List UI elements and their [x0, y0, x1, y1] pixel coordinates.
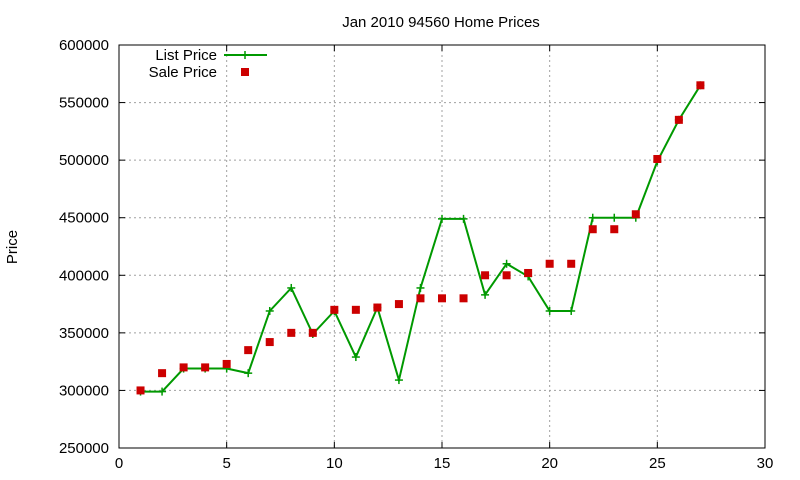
sale-price-point	[459, 294, 468, 303]
list-price-point	[459, 214, 468, 223]
list-price-point	[158, 387, 167, 396]
x-tick-label: 15	[434, 455, 451, 472]
y-tick-label: 350000	[59, 325, 109, 342]
sale-price-point	[265, 338, 274, 347]
list-price-point	[351, 353, 360, 362]
x-tick-label: 10	[326, 455, 343, 472]
list-price-point	[610, 213, 619, 222]
sale-price-point	[373, 303, 382, 312]
sale-price-point	[222, 359, 231, 368]
chart-title: Jan 2010 94560 Home Prices	[342, 14, 540, 31]
plot-frame	[118, 44, 766, 449]
list-price-point	[481, 290, 490, 299]
sale-price-point	[201, 363, 210, 372]
y-tick-label: 250000	[59, 440, 109, 457]
x-tick-label: 25	[649, 455, 666, 472]
list-price-point	[265, 306, 274, 315]
sale-price-point	[502, 271, 511, 280]
list-price-point	[287, 283, 296, 292]
sale-price-point	[330, 305, 339, 314]
x-tick-label: 20	[541, 455, 558, 472]
sale-price-point	[481, 271, 490, 280]
sale-price-point	[631, 210, 640, 219]
sale-price-point	[567, 259, 576, 268]
sale-price-point	[179, 363, 188, 372]
y-tick-label: 450000	[59, 210, 109, 227]
axis-ticks: 0 5 10 15 20 25 30 250000 300000 350000 400000 4500…	[59, 37, 773, 472]
list-price-point	[502, 259, 511, 268]
legend-label-sale-price: Sale Price	[149, 64, 217, 81]
legend-swatch-sale-price	[241, 68, 249, 76]
y-tick-label: 550000	[59, 95, 109, 112]
sale-price-point	[588, 225, 597, 234]
sale-price-point	[416, 294, 425, 303]
legend-label-list-price: List Price	[155, 47, 217, 64]
sale-price-point	[287, 328, 296, 337]
grid	[119, 45, 765, 448]
sale-price-point	[158, 369, 167, 378]
x-tick-label: 5	[222, 455, 230, 472]
sale-price-point	[524, 268, 533, 277]
sale-price-point	[394, 300, 403, 309]
sale-price-point	[438, 294, 446, 303]
x-tick-label: 0	[115, 455, 123, 472]
y-tick-label: 400000	[59, 267, 109, 284]
y-tick-label: 600000	[59, 37, 109, 54]
y-tick-label: 300000	[59, 382, 109, 399]
y-axis-label: Price	[4, 230, 21, 264]
list-price-line	[140, 84, 702, 393]
sale-price-point	[674, 115, 683, 124]
list-price-point	[438, 214, 446, 223]
sale-price-point	[308, 328, 317, 337]
list-price-point	[416, 283, 425, 292]
list-price-point	[588, 213, 597, 222]
list-price-point	[545, 306, 554, 315]
list-price-point	[567, 306, 576, 315]
series	[136, 81, 705, 396]
sale-price-point	[351, 305, 360, 314]
legend-marker-list-price	[241, 51, 249, 59]
x-tick-label: 30	[757, 455, 774, 472]
sale-price-point	[610, 225, 619, 234]
sale-price-point	[545, 259, 554, 268]
sale-price-point	[653, 154, 662, 163]
list-price-point	[394, 376, 403, 385]
y-tick-label: 500000	[59, 152, 109, 169]
list-price-point	[244, 369, 253, 378]
sale-price-point	[696, 81, 705, 90]
sale-price-point	[136, 386, 145, 395]
sale-price-point	[244, 346, 253, 355]
